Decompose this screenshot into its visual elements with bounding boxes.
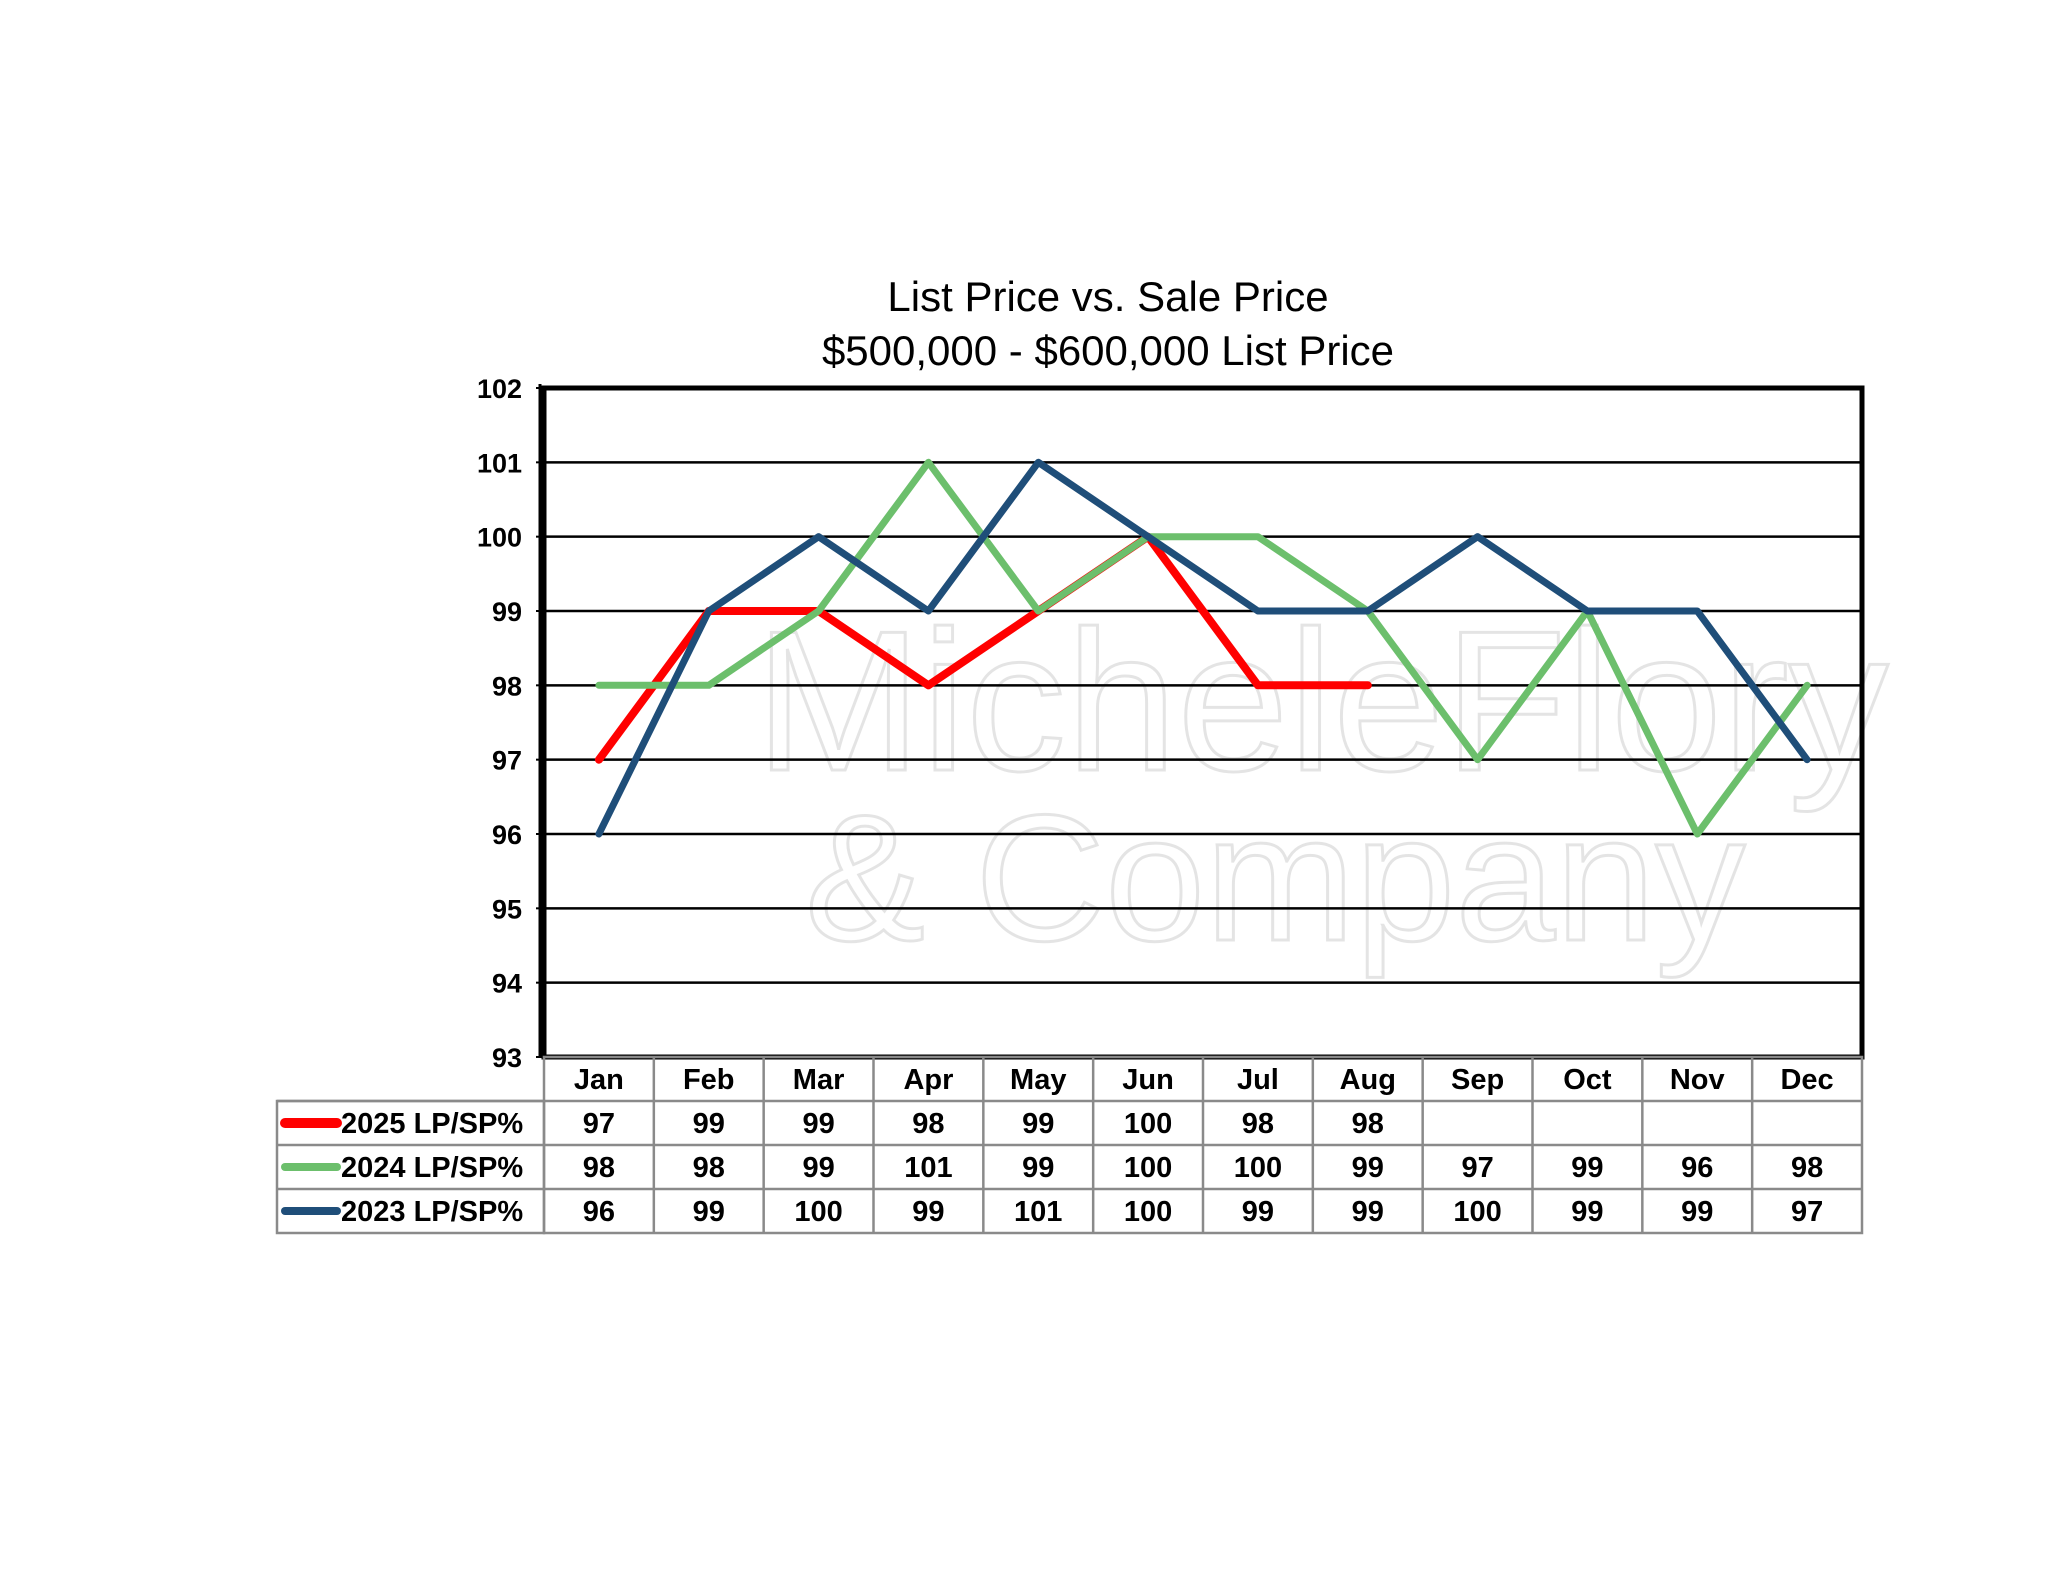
data-label-s2-may: 101 <box>1014 1196 1062 1228</box>
data-label-s2-jul: 99 <box>1242 1196 1274 1228</box>
watermark-line-1: MicheleFlory <box>755 590 1889 813</box>
data-label-s1-jul: 100 <box>1234 1152 1282 1184</box>
legend-label-0: 2025 LP/SP% <box>341 1108 523 1140</box>
x-tick-label-jun: Jun <box>1122 1064 1174 1096</box>
data-label-s1-dec: 98 <box>1791 1152 1823 1184</box>
x-tick-label-sep: Sep <box>1451 1064 1504 1096</box>
data-label-s2-mar: 100 <box>794 1196 842 1228</box>
data-label-s2-dec: 97 <box>1791 1196 1823 1228</box>
data-label-s2-aug: 99 <box>1352 1196 1384 1228</box>
y-tick-label-95: 95 <box>492 894 522 924</box>
data-label-s0-apr: 98 <box>912 1108 944 1140</box>
data-label-s0-aug: 98 <box>1352 1108 1384 1140</box>
watermark-line-2: & Company <box>805 778 1745 979</box>
series-lines <box>594 458 1811 838</box>
data-label-s2-sep: 100 <box>1453 1196 1501 1228</box>
data-label-s1-mar: 99 <box>802 1152 834 1184</box>
data-label-s1-sep: 97 <box>1461 1152 1493 1184</box>
data-label-s1-may: 99 <box>1022 1152 1054 1184</box>
data-label-s1-apr: 101 <box>904 1152 952 1184</box>
data-label-s1-oct: 99 <box>1571 1152 1603 1184</box>
data-label-s2-feb: 99 <box>693 1196 725 1228</box>
data-label-s1-nov: 96 <box>1681 1152 1713 1184</box>
legend-label-2: 2023 LP/SP% <box>341 1196 523 1228</box>
data-label-s2-jun: 100 <box>1124 1196 1172 1228</box>
y-tick-label-100: 100 <box>477 523 522 553</box>
x-tick-label-oct: Oct <box>1563 1064 1612 1096</box>
y-tick-label-101: 101 <box>477 448 522 478</box>
y-tick-label-96: 96 <box>492 820 522 850</box>
data-label-s2-oct: 99 <box>1571 1196 1603 1228</box>
x-tick-label-may: May <box>1010 1064 1066 1096</box>
y-tick-label-99: 99 <box>492 597 522 627</box>
data-table: Jan Feb Mar Apr May Jun Jul Aug Sep Oct Nov Dec 2025… <box>275 1055 1864 1235</box>
y-tick-label-93: 93 <box>492 1043 522 1073</box>
data-label-s1-feb: 98 <box>693 1152 725 1184</box>
data-label-s2-nov: 99 <box>1681 1196 1713 1228</box>
series-line-1 <box>595 458 1811 838</box>
x-tick-label-nov: Nov <box>1670 1064 1725 1096</box>
y-tick-label-98: 98 <box>492 671 522 701</box>
x-tick-label-jan: Jan <box>574 1064 624 1096</box>
series-line-2 <box>595 458 1811 838</box>
data-label-s0-jul: 98 <box>1242 1108 1274 1140</box>
data-label-s0-mar: 99 <box>802 1108 834 1140</box>
company-logo-watermark: MicheleFlory & Company <box>754 589 1891 981</box>
data-label-s1-aug: 99 <box>1352 1152 1384 1184</box>
x-tick-label-mar: Mar <box>793 1064 845 1096</box>
x-tick-label-aug: Aug <box>1340 1064 1396 1096</box>
y-tick-label-102: 102 <box>477 374 522 404</box>
chart-title: List Price vs. Sale Price <box>887 273 1328 320</box>
series-line-0 <box>594 532 1372 764</box>
x-tick-label-apr: Apr <box>903 1064 953 1096</box>
data-label-s1-jan: 98 <box>583 1152 615 1184</box>
x-tick-label-feb: Feb <box>683 1064 735 1096</box>
legend-label-1: 2024 LP/SP% <box>341 1152 523 1184</box>
y-tick-label-97: 97 <box>492 746 522 776</box>
data-label-s2-jan: 96 <box>583 1196 615 1228</box>
data-label-s0-jun: 100 <box>1124 1108 1172 1140</box>
chart-subtitle: $500,000 - $600,000 List Price <box>822 327 1394 374</box>
data-label-s2-apr: 99 <box>912 1196 944 1228</box>
y-tick-label-94: 94 <box>492 969 522 999</box>
x-tick-label-jul: Jul <box>1237 1064 1279 1096</box>
data-label-s0-feb: 99 <box>693 1108 725 1140</box>
data-label-s0-may: 99 <box>1022 1108 1054 1140</box>
y-axis: 93 94 95 96 97 98 99 100 101 102 <box>477 374 544 1073</box>
x-tick-label-dec: Dec <box>1780 1064 1833 1096</box>
data-label-s1-jun: 100 <box>1124 1152 1172 1184</box>
data-label-s0-jan: 97 <box>583 1108 615 1140</box>
